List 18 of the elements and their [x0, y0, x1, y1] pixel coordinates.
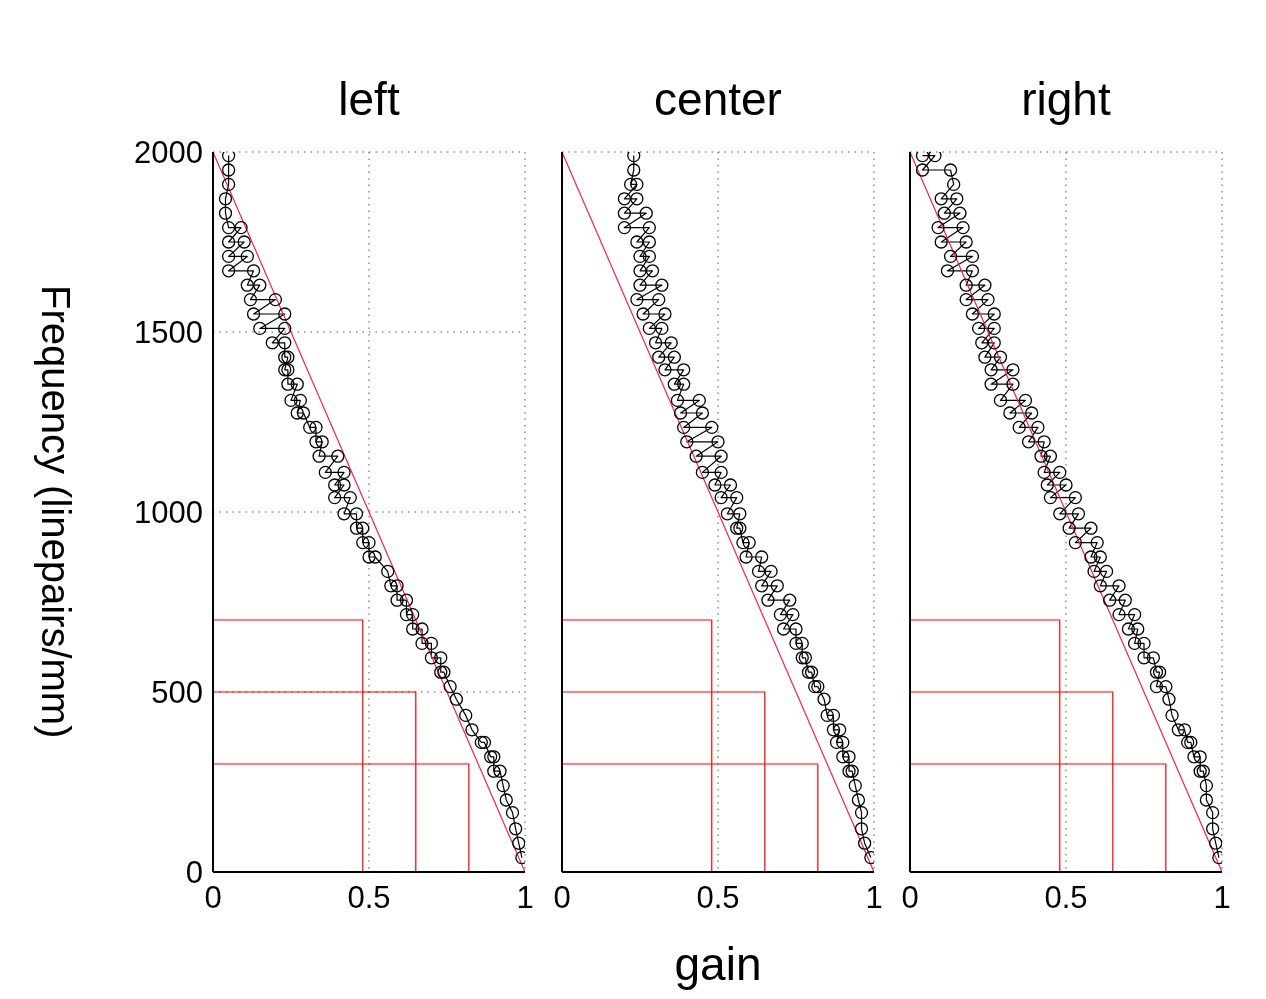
- x-axis-title: gain: [673, 937, 763, 991]
- x-tick-label: 1: [865, 880, 883, 916]
- x-tick-label: 1: [516, 880, 534, 916]
- x-tick-label: 0.5: [1044, 880, 1088, 916]
- chart-title: center: [653, 72, 783, 126]
- x-tick-label: 0: [553, 880, 571, 916]
- chart-title: left: [337, 72, 401, 126]
- x-tick-label: 0.5: [347, 880, 391, 916]
- chart-title: right: [1020, 72, 1112, 126]
- y-tick-label: 1000: [134, 495, 203, 531]
- y-tick-label: 1500: [134, 315, 203, 351]
- x-tick-label: 0.5: [696, 880, 740, 916]
- x-tick-label: 0: [901, 880, 919, 916]
- y-tick-label: 2000: [134, 135, 203, 171]
- x-tick-label: 1: [1213, 880, 1231, 916]
- y-tick-label: 0: [185, 855, 203, 891]
- y-tick-label: 500: [151, 675, 203, 711]
- y-axis-title: Frequency (linepairs/mm): [32, 285, 78, 739]
